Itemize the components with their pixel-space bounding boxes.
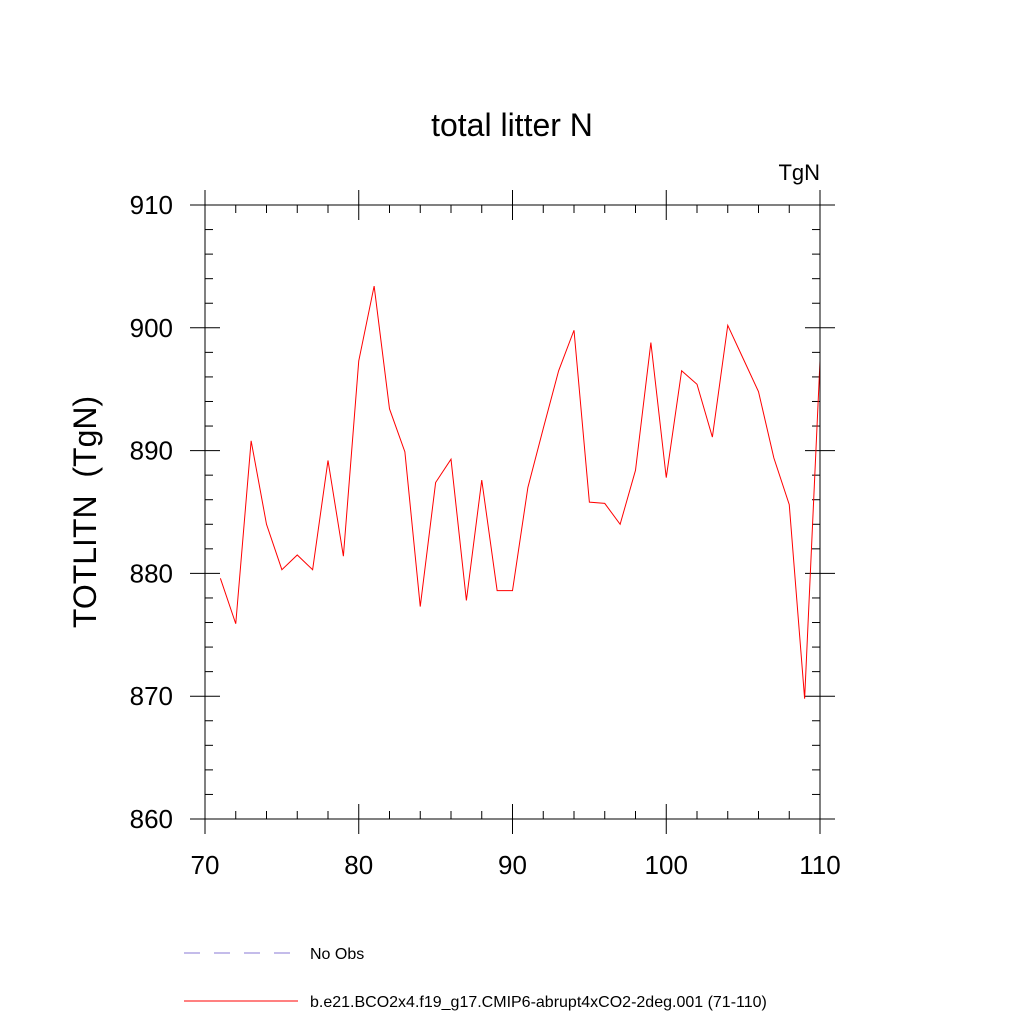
y-tick-label: 860 xyxy=(130,804,173,834)
x-tick-label: 100 xyxy=(645,850,688,880)
legend-label: b.e21.BCO2x4.f19_g17.CMIP6-abrupt4xCO2-2… xyxy=(310,994,767,1011)
plot-frame xyxy=(204,204,821,820)
axis-ticks xyxy=(190,190,835,834)
legend-label: No Obs xyxy=(310,946,364,963)
y-tick-label: 880 xyxy=(130,558,173,588)
legend: No Obs b.e21.BCO2x4.f19_g17.CMIP6-abrupt4… xyxy=(184,946,767,1011)
tick-labels: 70 80 90 100 110 860 870 880 890 900 910 xyxy=(130,190,841,880)
x-tick-label: 110 xyxy=(799,850,840,880)
series-layer xyxy=(219,285,821,699)
y-tick-label: 890 xyxy=(130,436,173,466)
x-tick-label: 90 xyxy=(498,850,527,880)
y-tick-label: 870 xyxy=(130,681,173,711)
y-tick-label: 900 xyxy=(130,313,173,343)
units-label: TgN xyxy=(778,160,820,185)
y-axis-label: TOTLITN (TgN) xyxy=(67,396,103,628)
chart-title: total litter N xyxy=(431,107,593,143)
x-tick-label: 80 xyxy=(344,850,373,880)
x-tick-label: 70 xyxy=(191,850,220,880)
series-line xyxy=(219,285,821,699)
y-tick-label: 910 xyxy=(130,190,173,220)
